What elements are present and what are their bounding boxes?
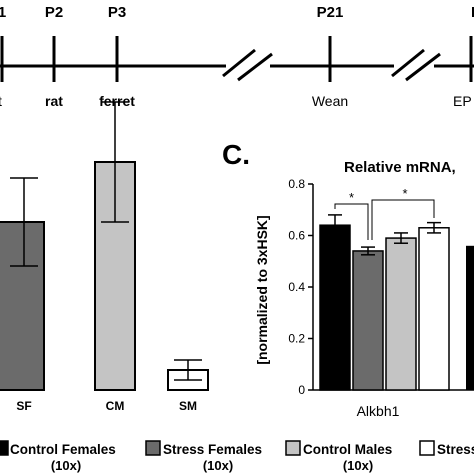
panel-c-label: C.: [222, 139, 250, 170]
chart-b-tick-sm: SM: [179, 399, 197, 413]
chart-c-bar-cropped: [466, 245, 474, 390]
chart-c-bar-stress-males: [418, 227, 450, 391]
legend-swatch: [0, 440, 9, 456]
chart-c-ytick-label: 0.2: [288, 332, 305, 346]
chart-c-bar-stress-females: [352, 250, 384, 391]
legend-label: Control Males: [303, 442, 392, 457]
legend-item-stress-females: Stress Females(10x): [145, 440, 262, 473]
chart-c-ylabel: [normalized to 3xHSK]: [254, 215, 270, 364]
chart-c-ytick-label: 0.6: [288, 229, 305, 243]
chart-b-errorbar-cm: [101, 101, 129, 223]
chart-b: SF CM SM: [0, 101, 209, 413]
chart-c-significance-star: *: [349, 190, 354, 205]
chart-b-bar-sf: [0, 221, 45, 391]
legend-item-stress: Stress: [419, 440, 474, 457]
timeline-label-p3: P3: [108, 4, 126, 21]
chart-c-ytick-label: 0.4: [288, 280, 305, 294]
legend-sublabel: (10x): [203, 458, 233, 473]
chart-c-errorbar: [394, 232, 408, 244]
chart-c-significance-star: *: [402, 186, 407, 201]
chart-c: [normalized to 3xHSK] Alkbh1 0 0.2 0.4 0.6 0…: [254, 177, 474, 419]
legend-swatch: [419, 440, 435, 456]
timeline-sub-ferret: ferret: [99, 93, 135, 109]
legend: Control Females(10x)Stress Females(10x)C…: [0, 440, 474, 473]
chart-c-errorbar: [427, 221, 441, 234]
chart-b-errorbar-sf: [10, 177, 38, 267]
legend-sublabel: (10x): [51, 458, 81, 473]
legend-swatch: [145, 440, 161, 456]
legend-label: Control Females: [10, 442, 116, 457]
timeline-sub-wean: Wean: [312, 93, 348, 109]
legend-label: Stress: [437, 442, 474, 457]
chart-c-xlabel: Alkbh1: [357, 403, 400, 419]
timeline-sub-ep: EP: [453, 93, 472, 109]
chart-c-ytick-label: 0.8: [288, 177, 305, 191]
timeline: 1 P2 P3 P21 P t rat ferret Wean EP: [0, 4, 474, 109]
timeline-label-p2: P2: [45, 4, 63, 21]
chart-c-ytick-label: 0: [298, 383, 305, 397]
timeline-label-1: 1: [0, 4, 6, 21]
chart-c-bar-control-females: [319, 224, 351, 391]
chart-c-errorbar: [361, 246, 375, 256]
legend-item-control-males: Control Males(10x): [285, 440, 392, 473]
timeline-label-p: P: [471, 4, 474, 21]
chart-c-title: Relative mRNA,: [344, 159, 456, 176]
chart-c-significance-bracket: [334, 203, 369, 240]
timeline-break-2: [391, 48, 441, 82]
timeline-break-1: [222, 48, 273, 82]
chart-c-errorbar: [328, 214, 342, 237]
chart-c-significance-bracket: [371, 199, 435, 240]
chart-c-bar-control-males: [385, 237, 417, 391]
timeline-label-p21: P21: [317, 4, 344, 21]
timeline-sub-t: t: [0, 93, 2, 109]
chart-b-tick-cm: CM: [106, 399, 125, 413]
timeline-sub-rat: rat: [45, 93, 63, 109]
legend-item-control-females: Control Females(10x): [0, 440, 116, 473]
legend-label: Stress Females: [163, 442, 262, 457]
legend-swatch: [285, 440, 301, 456]
chart-b-tick-sf: SF: [16, 399, 31, 413]
chart-b-errorbar-sm: [174, 359, 202, 381]
legend-sublabel: (10x): [343, 458, 373, 473]
